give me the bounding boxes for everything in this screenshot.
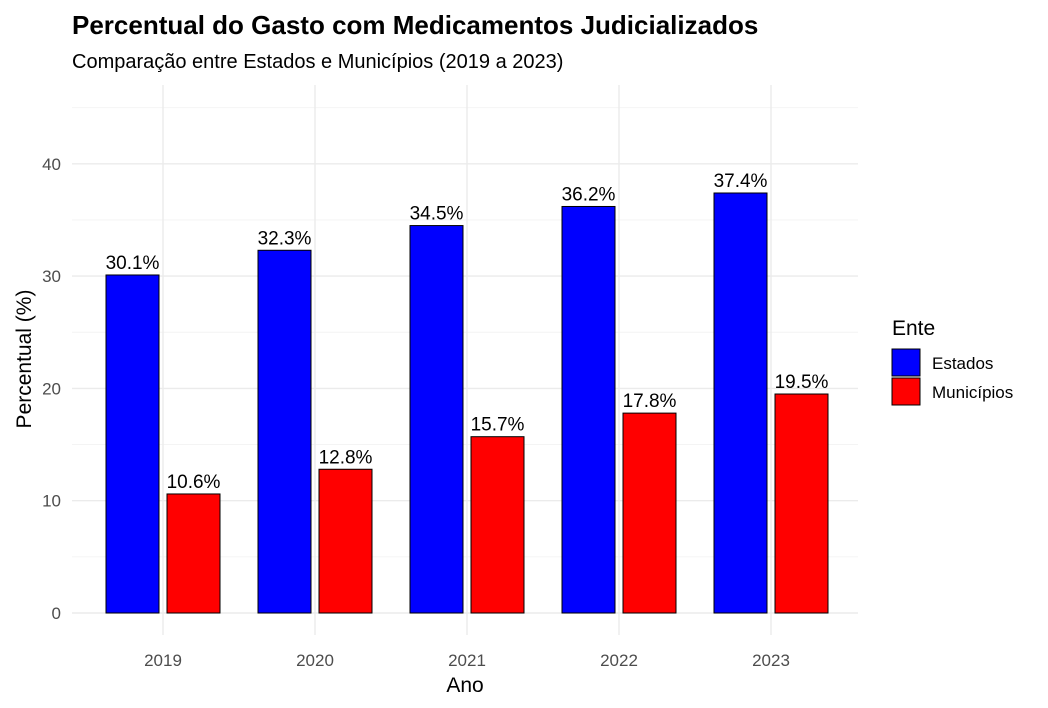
bar-estados-2019 (105, 274, 160, 614)
bar-value-label: 34.5% (410, 204, 464, 225)
bar-value-label: 17.8% (623, 391, 677, 412)
y-axis-title: Percentual (%) (13, 290, 36, 429)
bar-value-label: 32.3% (258, 228, 312, 249)
bar-value-label: 36.2% (562, 184, 616, 205)
bar-value-label: 15.7% (471, 415, 525, 436)
x-tick-label: 2022 (600, 651, 638, 670)
bar-value-label: 10.6% (167, 472, 221, 493)
bar-estados-2020 (257, 249, 312, 614)
y-tick-label: 10 (42, 492, 61, 511)
bar-municípios-2023 (774, 393, 829, 614)
bar-municípios-2022 (622, 412, 677, 614)
y-tick-label: 40 (42, 155, 61, 174)
bar-municípios-2019 (166, 493, 221, 614)
legend-key-estados (891, 348, 921, 377)
x-axis-title: Ano (446, 674, 483, 697)
legend-title: Ente (892, 317, 935, 340)
y-tick-label: 0 (52, 604, 61, 623)
x-tick-label: 2019 (144, 651, 182, 670)
bar-estados-2022 (561, 205, 616, 614)
x-tick-label: 2020 (296, 651, 334, 670)
legend: Ente Estados Municípios (891, 317, 1013, 406)
bar-value-label: 19.5% (775, 372, 829, 393)
bar-municípios-2020 (318, 468, 373, 614)
y-tick-label: 30 (42, 267, 61, 286)
chart-title: Percentual do Gasto com Medicamentos Jud… (72, 10, 758, 40)
x-tick-label: 2021 (448, 651, 486, 670)
bars (105, 192, 829, 614)
legend-label: Estados (932, 354, 993, 373)
x-axis-ticks: 2019 2020 2021 2022 2023 (144, 651, 790, 670)
legend-label: Municípios (932, 383, 1013, 402)
x-tick-label: 2023 (752, 651, 790, 670)
y-axis-ticks: 0 10 20 30 40 (42, 155, 61, 623)
chart-subtitle: Comparação entre Estados e Municípios (2… (72, 51, 563, 73)
bar-labels: 30.1% 10.6% 32.3% 12.8% 34.5% 15.7% 36.2% 17.8%… (106, 171, 829, 493)
bar-value-label: 12.8% (319, 447, 373, 468)
legend-key-municípios (891, 377, 921, 406)
bar-estados-2021 (409, 225, 464, 614)
bar-value-label: 37.4% (714, 171, 768, 192)
bar-estados-2023 (713, 192, 768, 614)
bar-municípios-2021 (470, 436, 525, 614)
bar-value-label: 30.1% (106, 253, 160, 274)
y-tick-label: 20 (42, 379, 61, 398)
